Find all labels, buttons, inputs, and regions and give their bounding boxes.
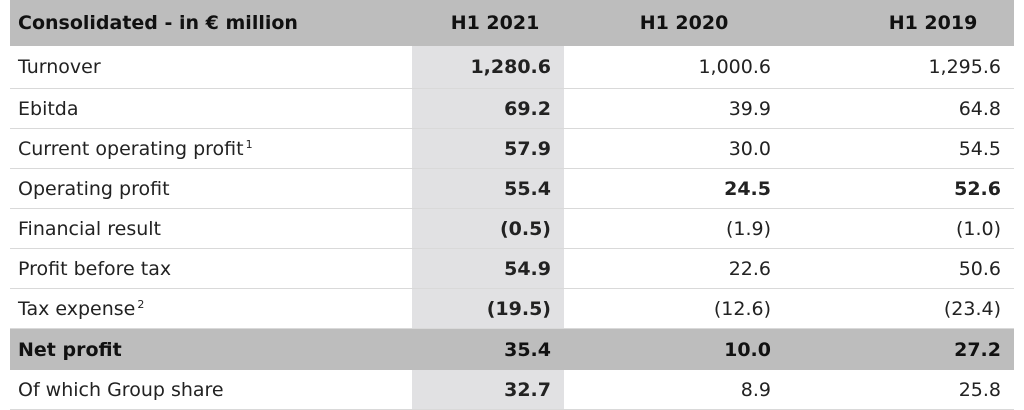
row-label: Ebitda — [18, 97, 79, 120]
header-h1-2020: H1 2020 — [639, 12, 729, 34]
value-h1-2019: 52.6 — [954, 177, 1001, 200]
header-h1-2019: H1 2019 — [888, 12, 978, 34]
value-h1-2021: 69.2 — [412, 89, 564, 128]
row-label: Turnover — [18, 56, 101, 78]
table-row-operating-profit: Operating profit 55.4 24.5 52.6 — [10, 169, 1014, 209]
value-h1-2020: (12.6) — [713, 297, 771, 320]
value-h1-2020: 22.6 — [728, 257, 771, 280]
value-h1-2019: 64.8 — [958, 97, 1001, 120]
value-h1-2020: 30.0 — [728, 137, 771, 160]
value-h1-2020: 10.0 — [724, 338, 771, 361]
value-h1-2019: 1,295.6 — [928, 56, 1001, 78]
financial-table: Consolidated - in € million H1 2021 H1 2… — [10, 0, 1014, 410]
value-h1-2020: 24.5 — [724, 177, 771, 200]
value-h1-2019: (1.0) — [955, 217, 1001, 240]
row-label: Tax expense 2 — [10, 289, 412, 328]
value-h1-2020: 8.9 — [740, 378, 771, 401]
row-label: Current operating profit 1 — [10, 129, 412, 168]
row-label: Of which Group share — [18, 378, 224, 401]
value-h1-2021: 55.4 — [412, 169, 564, 208]
value-h1-2021: 1,280.6 — [412, 46, 564, 88]
table-row-group-share: Of which Group share 32.7 8.9 25.8 — [10, 370, 1014, 410]
table-row-turnover: Turnover 1,280.6 1,000.6 1,295.6 — [10, 46, 1014, 89]
table-row-tax-expense: Tax expense 2 (19.5) (12.6) (23.4) — [10, 289, 1014, 329]
value-h1-2021: 57.9 — [412, 129, 564, 168]
row-label: Profit before tax — [18, 257, 172, 280]
value-h1-2019: 25.8 — [958, 378, 1001, 401]
value-h1-2019: 50.6 — [958, 257, 1001, 280]
value-h1-2020: 39.9 — [728, 97, 771, 120]
table-row-ebitda: Ebitda 69.2 39.9 64.8 — [10, 89, 1014, 129]
row-label-text: Tax expense — [18, 297, 136, 320]
value-h1-2021: (0.5) — [412, 209, 564, 248]
value-h1-2021: 32.7 — [412, 370, 564, 409]
value-h1-2021: (19.5) — [412, 289, 564, 328]
table-row-net-profit: Net profit 35.4 10.0 27.2 — [10, 329, 1014, 370]
value-h1-2019: 54.5 — [958, 137, 1001, 160]
row-label-text: Current operating profit — [18, 137, 244, 160]
table-row-financial-result: Financial result (0.5) (1.9) (1.0) — [10, 209, 1014, 249]
table-row-profit-before-tax: Profit before tax 54.9 22.6 50.6 — [10, 249, 1014, 289]
row-label: Net profit — [18, 338, 122, 361]
value-h1-2021: 35.4 — [412, 329, 564, 370]
footnote-marker: 1 — [245, 138, 253, 151]
header-label: Consolidated - in € million — [18, 12, 298, 34]
row-label: Financial result — [18, 217, 161, 240]
value-h1-2020: 1,000.6 — [698, 56, 771, 78]
value-h1-2019: (23.4) — [943, 297, 1001, 320]
table-header-row: Consolidated - in € million H1 2021 H1 2… — [10, 0, 1014, 46]
table-row-current-operating-profit: Current operating profit 1 57.9 30.0 54.5 — [10, 129, 1014, 169]
value-h1-2020: (1.9) — [725, 217, 771, 240]
value-h1-2021: 54.9 — [412, 249, 564, 288]
row-label: Operating profit — [18, 177, 170, 200]
header-h1-2021: H1 2021 — [412, 0, 564, 46]
footnote-marker: 2 — [137, 298, 145, 311]
value-h1-2019: 27.2 — [954, 338, 1001, 361]
